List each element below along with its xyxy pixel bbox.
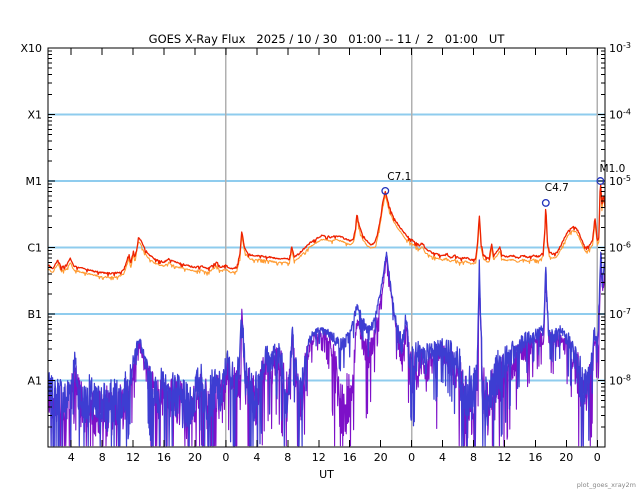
x-tick-label: 20 bbox=[374, 451, 388, 464]
x-tick-label: 8 bbox=[470, 451, 477, 464]
y-left-label-X1: X1 bbox=[27, 109, 42, 122]
x-tick-label: 4 bbox=[439, 451, 446, 464]
x-tick-label: 16 bbox=[157, 451, 171, 464]
x-tick-label: 16 bbox=[343, 451, 357, 464]
x-tick-label: 20 bbox=[559, 451, 573, 464]
flare-label-C4.7: C4.7 bbox=[545, 182, 569, 194]
x-tick-label: 12 bbox=[497, 451, 511, 464]
axis-frame-and-ticks bbox=[47, 47, 606, 448]
x-axis-title: UT bbox=[319, 468, 334, 481]
flare-annotations: C7.1 C4.7 M1.0 bbox=[381, 163, 626, 207]
gridlines bbox=[48, 113, 605, 382]
y-right-label-1e-4: 10-4 bbox=[609, 108, 631, 122]
flare-marker-C7.1 bbox=[381, 186, 390, 195]
series-line-xray-long-red bbox=[47, 184, 606, 277]
y-right-label-1e-6: 10-6 bbox=[609, 241, 631, 255]
x-tick-label: 0 bbox=[408, 451, 415, 464]
x-tick-label: 20 bbox=[188, 451, 202, 464]
flare-label-M1.0: M1.0 bbox=[600, 163, 626, 175]
series-lines bbox=[47, 184, 606, 447]
flare-label-C7.1: C7.1 bbox=[387, 171, 411, 183]
axis-labels: 4 8 12 16 20 0 4 8 12 16 20 0 4 8 12 16 20 0 X10 X1 M1 C1 B1 A1… bbox=[20, 41, 631, 464]
y-left-label-X10: X10 bbox=[20, 42, 42, 55]
x-tick-label: 8 bbox=[99, 451, 106, 464]
y-right-label-1e-5: 10-5 bbox=[609, 174, 631, 188]
x-tick-label: 4 bbox=[253, 451, 260, 464]
series-line-xray-long-orange bbox=[47, 191, 606, 281]
x-tick-label: 0 bbox=[594, 451, 601, 464]
y-left-label-B1: B1 bbox=[27, 308, 42, 321]
y-left-label-C1: C1 bbox=[27, 242, 42, 255]
chart-title: GOES X-Ray Flux 2025 / 10 / 30 01:00 -- … bbox=[149, 32, 506, 46]
y-left-label-M1: M1 bbox=[26, 175, 43, 188]
x-tick-label: 8 bbox=[284, 451, 291, 464]
y-right-label-1e-7: 10-7 bbox=[609, 307, 631, 321]
flare-marker-M1.0 bbox=[596, 177, 605, 185]
watermark-text: plot_goes_xray2m bbox=[577, 481, 636, 489]
flare-marker-C4.7 bbox=[541, 198, 550, 207]
y-right-label-1e-3: 10-3 bbox=[609, 41, 631, 55]
x-tick-label: 12 bbox=[312, 451, 326, 464]
x-tick-label: 0 bbox=[222, 451, 229, 464]
series-line-xray-short-blue bbox=[47, 251, 606, 447]
x-tick-label: 4 bbox=[68, 451, 75, 464]
x-tick-label: 16 bbox=[528, 451, 542, 464]
y-right-label-1e-8: 10-8 bbox=[609, 374, 631, 388]
x-tick-label: 12 bbox=[126, 451, 140, 464]
y-left-label-A1: A1 bbox=[27, 375, 42, 388]
